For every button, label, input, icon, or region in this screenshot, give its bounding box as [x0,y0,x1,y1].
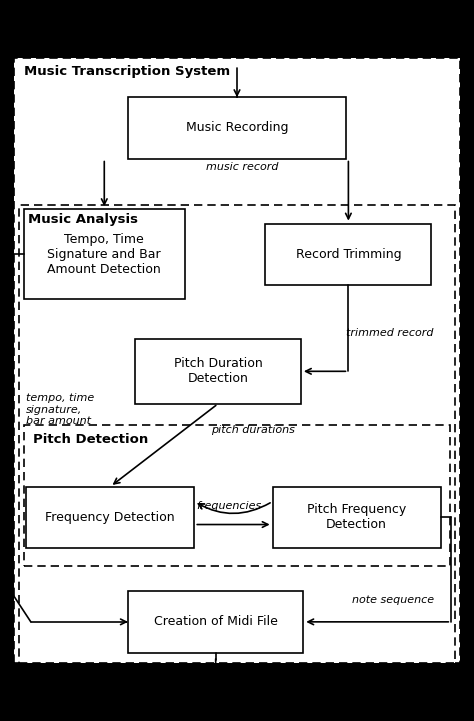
FancyBboxPatch shape [265,224,431,285]
Text: pitch durations: pitch durations [211,425,295,435]
Text: Record Trimming: Record Trimming [296,247,401,261]
Bar [24,425,450,566]
FancyBboxPatch shape [128,97,346,159]
FancyBboxPatch shape [128,591,303,653]
Text: Pitch Detection: Pitch Detection [33,433,148,446]
Text: Pitch Frequency
Detection: Pitch Frequency Detection [307,503,406,531]
FancyBboxPatch shape [135,339,301,404]
Text: Music Analysis: Music Analysis [28,213,138,226]
FancyBboxPatch shape [24,209,185,299]
Text: Music Transcription System: Music Transcription System [24,65,230,78]
Bar [19,205,455,663]
Text: frequencies: frequencies [197,501,262,511]
Text: Frequency Detection: Frequency Detection [46,510,175,524]
Text: Tempo, Time
Signature and Bar
Amount Detection: Tempo, Time Signature and Bar Amount Det… [47,233,161,275]
FancyBboxPatch shape [26,487,194,548]
Text: trimmed record: trimmed record [346,328,434,338]
Text: Creation of Midi File: Creation of Midi File [154,615,278,629]
Text: tempo, time
signature,
bar amount: tempo, time signature, bar amount [26,393,94,426]
Text: music record: music record [206,162,279,172]
Text: Pitch Duration
Detection: Pitch Duration Detection [173,358,263,385]
Text: note sequence: note sequence [352,595,434,605]
Bar [14,58,460,663]
Text: Music Recording: Music Recording [186,121,288,135]
FancyBboxPatch shape [273,487,441,548]
